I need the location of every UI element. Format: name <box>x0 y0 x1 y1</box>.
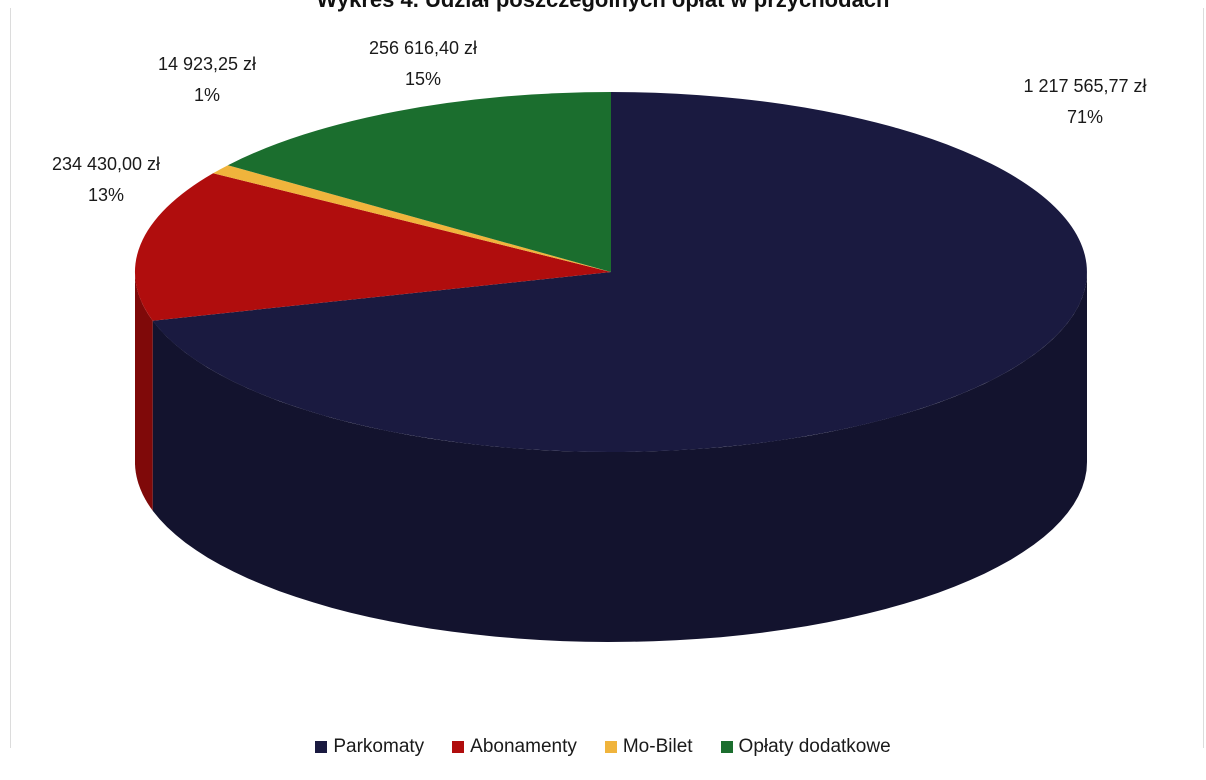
legend: Parkomaty Abonamenty Mo-Bilet Opłaty dod… <box>0 736 1206 758</box>
chart-title: Wykres 4. Udział poszczególnych opłat w … <box>0 0 1206 13</box>
data-label-percent-parkomaty: 71% <box>1067 107 1103 127</box>
data-label-value-parkomaty: 1 217 565,77 zł <box>1023 76 1146 96</box>
legend-label-mo-bilet: Mo-Bilet <box>622 736 693 757</box>
legend-item-mo-bilet: Mo-Bilet <box>604 736 693 758</box>
legend-label-parkomaty: Parkomaty <box>333 736 425 757</box>
legend-label-abonamenty: Abonamenty <box>470 736 577 757</box>
legend-item-parkomaty: Parkomaty <box>315 736 424 758</box>
legend-swatch-abonamenty <box>452 741 465 753</box>
data-label-percent-mo-bilet: 1% <box>194 85 220 105</box>
data-label-percent-abonamenty: 13% <box>88 185 124 205</box>
pie-slice-mo-bilet <box>213 165 611 272</box>
legend-swatch-oplaty-dodatkowe <box>720 741 733 753</box>
pie-side-parkomaty <box>152 272 1087 642</box>
data-label-value-oplaty-dodatkowe: 256 616,40 zł <box>369 38 477 58</box>
data-label-value-abonamenty: 234 430,00 zł <box>52 154 160 174</box>
legend-item-oplaty-dodatkowe: Opłaty dodatkowe <box>720 736 891 758</box>
legend-item-abonamenty: Abonamenty <box>452 736 577 758</box>
pie-slice-abonamenty <box>134 173 611 321</box>
pie-side-abonamenty <box>135 272 153 511</box>
pie-slice-parkomaty <box>152 92 1087 453</box>
legend-label-oplaty-dodatkowe: Opłaty dodatkowe <box>738 736 891 757</box>
pie-slice-oplaty-dodatkowe <box>227 92 611 272</box>
data-label-value-mo-bilet: 14 923,25 zł <box>158 54 256 74</box>
legend-swatch-parkomaty <box>315 741 328 753</box>
data-label-percent-oplaty-dodatkowe: 15% <box>405 69 441 89</box>
legend-swatch-mo-bilet <box>604 741 617 753</box>
